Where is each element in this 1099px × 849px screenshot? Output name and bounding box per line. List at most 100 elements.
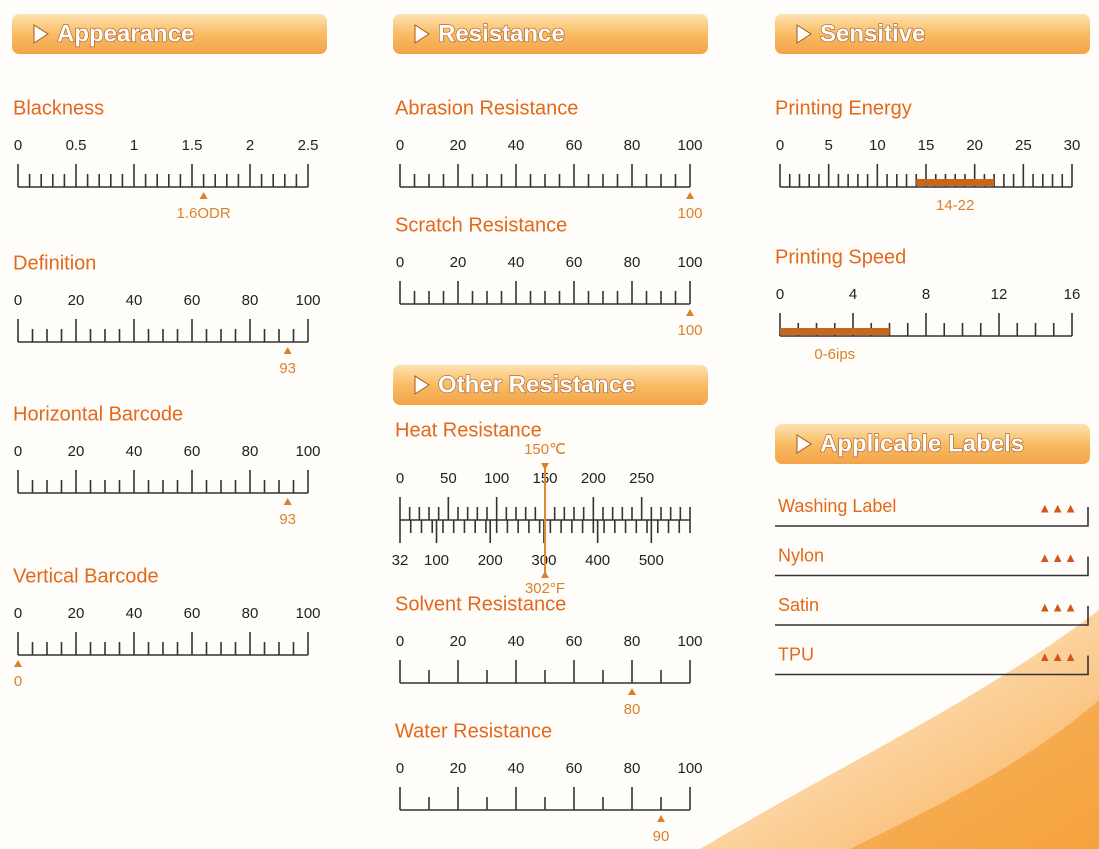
tick-label: 40 — [126, 605, 143, 622]
label-underline — [775, 507, 1089, 527]
value-label: 1.6ODR — [177, 205, 231, 222]
value-marker — [657, 815, 665, 822]
tick-label: 80 — [624, 254, 641, 271]
label-rating: ▲▲▲ — [1038, 550, 1077, 565]
tick-label: 20 — [966, 137, 983, 154]
tick-label: 100 — [295, 292, 320, 309]
tick-label: 80 — [242, 443, 259, 460]
tick-label: 4 — [849, 286, 857, 303]
tick-label: 40 — [508, 760, 525, 777]
tick-label: 0 — [776, 137, 784, 154]
tick-label: 0 — [14, 443, 22, 460]
label-rating: ▲▲▲ — [1038, 599, 1077, 614]
tick-label: 300 — [531, 552, 556, 569]
gauge-title: Printing Speed — [775, 246, 906, 268]
tick-label: 16 — [1064, 286, 1081, 303]
header-title: Applicable Labels — [820, 430, 1024, 457]
gauge-title: Vertical Barcode — [13, 565, 159, 587]
gauge-title: Water Resistance — [395, 720, 552, 742]
tick-label: 0 — [14, 605, 22, 622]
section-header — [775, 14, 1090, 54]
header-title: Sensitive — [820, 20, 925, 47]
section-header — [12, 14, 327, 54]
tick-label: 250 — [629, 470, 654, 487]
label-rating: ▲▲▲ — [1038, 500, 1077, 515]
tick-label: 1 — [130, 137, 138, 154]
tick-label: 100 — [677, 760, 702, 777]
section-header — [393, 365, 708, 405]
tick-label: 40 — [508, 633, 525, 650]
value-marker — [686, 192, 694, 199]
tick-label: 40 — [508, 254, 525, 271]
value-marker — [283, 347, 292, 354]
value-marker — [541, 571, 549, 578]
tick-label: 100 — [484, 470, 509, 487]
tick-label: 0 — [396, 633, 404, 650]
tick-label: 40 — [508, 137, 525, 154]
gauge-title: Solvent Resistance — [395, 593, 566, 615]
value-marker — [283, 498, 292, 505]
tick-label: 0 — [14, 137, 22, 154]
tick-label: 0 — [396, 254, 404, 271]
tick-label: 100 — [677, 633, 702, 650]
tick-label: 0 — [396, 760, 404, 777]
tick-label: 20 — [450, 137, 467, 154]
value-marker — [628, 688, 636, 695]
value-marker — [14, 660, 22, 667]
value-label: 302°F — [525, 580, 565, 597]
value-label: 100 — [677, 322, 702, 339]
tick-label: 0 — [396, 137, 404, 154]
tick-label: 80 — [624, 137, 641, 154]
tick-label: 20 — [450, 254, 467, 271]
tick-label: 40 — [126, 292, 143, 309]
value-label: 90 — [653, 828, 670, 845]
tick-label: 60 — [566, 254, 583, 271]
tick-label: 2.5 — [298, 137, 319, 154]
tick-label: 1.5 — [182, 137, 203, 154]
tick-label: 200 — [581, 470, 606, 487]
header-arrow — [33, 24, 49, 44]
tick-label: 0 — [14, 292, 22, 309]
value-label: 80 — [624, 701, 641, 718]
tick-label: 40 — [126, 443, 143, 460]
tick-label: 80 — [624, 633, 641, 650]
header-title: Other Resistance — [438, 371, 635, 398]
tick-label: 2 — [246, 137, 254, 154]
tick-label: 100 — [677, 137, 702, 154]
range-label: 14-22 — [936, 197, 974, 214]
value-marker — [541, 463, 549, 470]
gauge-title: Scratch Resistance — [395, 214, 567, 236]
tick-label: 20 — [68, 443, 85, 460]
tick-label: 100 — [295, 605, 320, 622]
tick-label: 30 — [1064, 137, 1081, 154]
value-label: 100 — [677, 205, 702, 222]
tick-label: 10 — [869, 137, 886, 154]
tick-label: 0 — [776, 286, 784, 303]
label-name: Washing Label — [778, 496, 896, 516]
tick-label: 32 — [392, 552, 409, 569]
tick-label: 60 — [566, 633, 583, 650]
gauge-title: Horizontal Barcode — [13, 403, 183, 425]
label-underline — [775, 606, 1089, 626]
tick-label: 8 — [922, 286, 930, 303]
tick-label: 0.5 — [66, 137, 87, 154]
header-arrow — [414, 375, 430, 395]
label-rating: ▲▲▲ — [1038, 649, 1077, 664]
label-underline — [775, 655, 1089, 676]
gauge-title: Blackness — [13, 97, 104, 119]
tick-label: 5 — [824, 137, 832, 154]
tick-label: 25 — [1015, 137, 1032, 154]
tick-label: 400 — [585, 552, 610, 569]
tick-label: 60 — [566, 137, 583, 154]
tick-label: 200 — [478, 552, 503, 569]
tick-label: 100 — [424, 552, 449, 569]
header-arrow — [796, 434, 812, 454]
tick-label: 50 — [440, 470, 457, 487]
header-title: Resistance — [438, 20, 565, 47]
gauge-title: Printing Energy — [775, 97, 912, 119]
tick-label: 20 — [68, 292, 85, 309]
tick-label: 60 — [566, 760, 583, 777]
tick-label: 20 — [450, 633, 467, 650]
value-label: 93 — [279, 360, 296, 377]
